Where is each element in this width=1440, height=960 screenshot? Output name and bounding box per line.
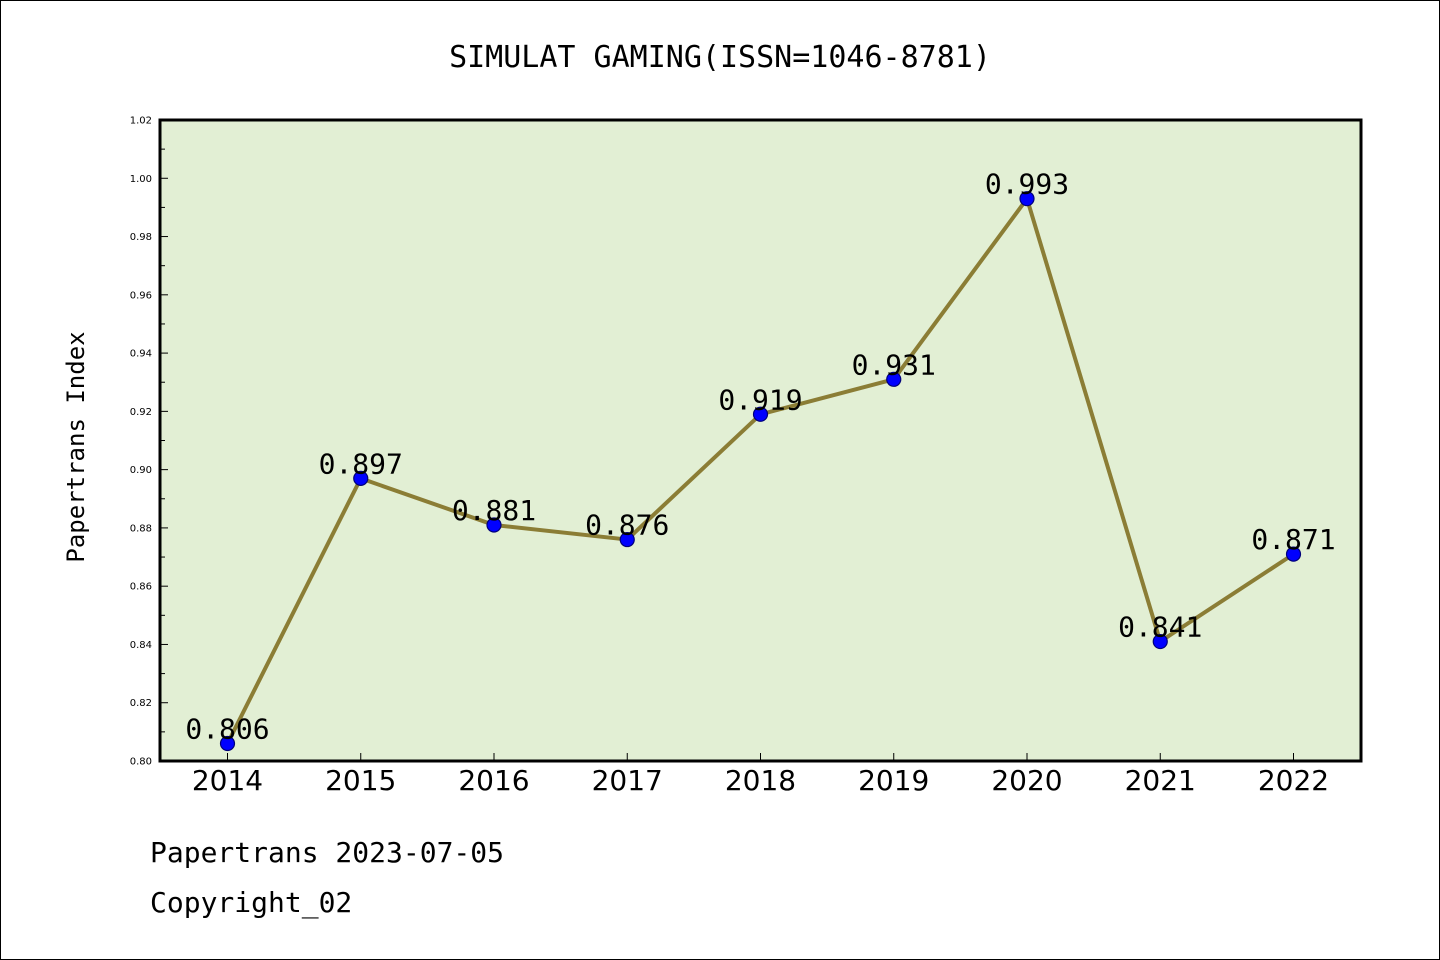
y-tick-label: 0.80 (130, 757, 152, 768)
footer-copyright-text: Copyright_02 (150, 886, 353, 919)
y-tick-label: 1.02 (130, 116, 152, 127)
plot-area (160, 120, 1361, 761)
y-tick-label: 0.86 (130, 582, 152, 593)
x-tick-label: 2022 (1258, 764, 1329, 797)
data-label: 0.919 (718, 383, 802, 416)
footer-date-text: Papertrans 2023-07-05 (150, 836, 505, 869)
data-point-marker (886, 371, 902, 387)
data-point-marker (353, 470, 369, 486)
y-tick-label: 0.90 (130, 465, 152, 476)
x-tick-label: 2021 (1125, 764, 1196, 797)
plot-border (158, 118, 1363, 763)
x-tick-label: 2014 (192, 764, 263, 797)
y-tick-label: 0.82 (130, 698, 152, 709)
data-label: 0.897 (319, 447, 403, 480)
data-point-marker (752, 406, 769, 422)
data-label: 0.993 (985, 168, 1069, 201)
x-tick-label: 2019 (858, 764, 929, 797)
data-point-marker (619, 531, 635, 548)
data-point-marker (1152, 633, 1168, 650)
x-tick-label: 2017 (592, 764, 663, 797)
data-label: 0.871 (1251, 523, 1335, 556)
data-label: 0.841 (1118, 611, 1202, 644)
y-tick-label: 1.00 (130, 174, 152, 185)
data-label: 0.876 (585, 509, 669, 542)
data-label: 0.806 (185, 713, 269, 746)
y-axis-label: Papertrans Index (62, 331, 90, 562)
y-axis-ticks: 0.80 0.82 0.84 0.86 0.88 0.90 0.92 0.94 0.96 0.98… (130, 116, 168, 768)
y-tick-label: 0.84 (130, 640, 152, 651)
data-point-marker (486, 517, 502, 533)
y-tick-label: 0.98 (130, 232, 152, 243)
x-tick-label: 2015 (325, 764, 396, 797)
data-point-marker (1285, 546, 1302, 562)
data-label: 0.881 (452, 494, 536, 527)
data-point-marker (219, 735, 236, 752)
chart-title: SIMULAT GAMING(ISSN=1046-8781) (449, 40, 991, 75)
x-axis-ticks: 2014 2015 2016 2017 2018 2019 2020 2021 2022 (192, 753, 1329, 797)
data-point-marker (1019, 191, 1035, 207)
x-tick-label: 2020 (991, 764, 1062, 797)
series-markers (219, 191, 1302, 752)
y-tick-label: 0.96 (130, 290, 152, 301)
x-tick-label: 2016 (458, 764, 529, 797)
data-label: 0.931 (852, 348, 936, 381)
y-tick-label: 0.94 (130, 349, 152, 360)
data-labels: 0.806 0.897 0.881 0.876 0.919 0.931 0.993 0.841… (185, 168, 1335, 746)
y-tick-label: 0.88 (130, 523, 152, 534)
x-tick-label: 2018 (725, 764, 796, 797)
y-tick-label: 0.92 (130, 407, 152, 418)
